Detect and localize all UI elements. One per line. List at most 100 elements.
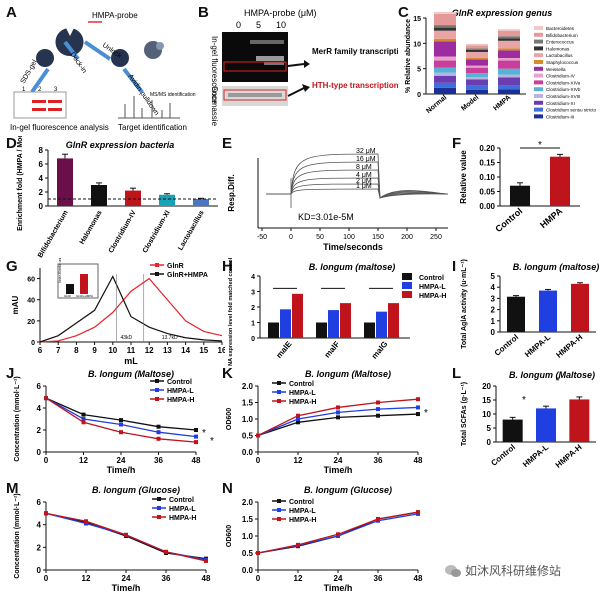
y-tick-label: 0	[31, 340, 35, 347]
lane-num: 1	[22, 87, 26, 93]
bar	[569, 399, 590, 442]
y-tick-label: 20	[482, 382, 491, 391]
ms-spectrum: MS/MS identification	[118, 92, 196, 119]
y-tick-label: 10	[482, 410, 491, 419]
panel-h-chart: B. longum (maltose) 0 1 2 3 4 mRNA expression …	[228, 258, 446, 366]
sensorgram-curve	[266, 188, 449, 199]
legend-marker	[157, 497, 161, 501]
category-label: HMPA-L	[523, 333, 552, 360]
stacked-bar-segment	[434, 75, 456, 83]
category-label: Clostridium-XI	[142, 209, 172, 254]
stacked-bar-segment	[434, 72, 456, 76]
caption-target: Target identification	[118, 123, 187, 132]
side-label-coomassie: Coomassie	[210, 86, 219, 127]
category-label: Halomonas	[79, 209, 104, 245]
panel-a-schematic: HMPA-probe Dock-in Unlock SDS-gel Avidin…	[10, 11, 196, 132]
bar	[539, 290, 557, 332]
bar	[340, 303, 351, 338]
panel-l-chart: B. longum (Maltose) 0 5 10 15 20 Total SCFAs (…	[461, 370, 596, 470]
y-axis-label: Concentration (mmol·L⁻¹)	[14, 493, 21, 578]
y-axis-label: OD600	[226, 408, 233, 430]
inset-category: GlnR+HMPA	[76, 294, 93, 298]
cell-icon-left	[36, 49, 54, 67]
legend-label: HMPA-H	[289, 399, 316, 406]
x-tick-label: 12	[294, 574, 303, 583]
panel-g-chart: 0 20 40 60 mAU 6 7 8 9 10 11 12 13 14 15 16 mL 43kD 13.7kD…	[11, 258, 225, 366]
category-label: HMPA-L	[521, 443, 550, 470]
legend-swatch	[534, 39, 543, 44]
x-tick-label: 0	[44, 574, 49, 583]
stacked-bar-segment	[434, 56, 456, 61]
y-tick-label: 0.0	[242, 566, 254, 575]
panel-label-i: I	[452, 258, 457, 275]
legend-label: Halomonas	[546, 46, 570, 51]
data-point	[376, 400, 380, 405]
x-tick-label: 24	[334, 574, 343, 583]
legend-label: Clostridium sensu stricto	[546, 108, 596, 113]
highlight-box-fluor	[223, 61, 287, 72]
stacked-bar-segment	[466, 59, 488, 66]
data-point	[156, 424, 161, 429]
y-tick-label: 0.20	[479, 144, 495, 153]
data-point	[84, 521, 88, 526]
x-tick-label: 36	[162, 574, 171, 583]
y-tick-label: 0	[251, 336, 255, 343]
panel-label-a: A	[6, 4, 17, 21]
y-tick-label: 0.5	[242, 549, 254, 558]
ms-label: MS/MS identification	[150, 92, 196, 98]
legend-marker	[157, 515, 161, 519]
legend-label: HMPA-H	[289, 517, 316, 524]
y-tick-label: 15	[413, 16, 421, 23]
x-tick-label: 36	[374, 456, 383, 465]
legend-swatch	[534, 114, 543, 119]
legend-label: HMPA-H	[419, 293, 446, 300]
y-axis-label: Total SCFAs (g·L⁻¹)	[461, 382, 468, 446]
category-label: HMPA-H	[554, 332, 584, 359]
arrow-icon	[287, 63, 305, 67]
y-tick-label: 0	[487, 438, 492, 447]
data-point	[84, 519, 88, 524]
y-tick-label: 0.05	[479, 188, 495, 197]
legend-marker	[155, 272, 159, 276]
legend-label: HMPA-H	[169, 515, 196, 522]
y-tick-label: 5	[487, 424, 492, 433]
concentration-label: 16 μM	[356, 156, 376, 163]
category-label: Control	[489, 443, 517, 468]
stacked-bar-segment	[498, 77, 520, 86]
y-tick-label: 0.15	[479, 159, 495, 168]
stacked-bar-segment	[498, 58, 520, 61]
concentration-label: 2 μM	[356, 178, 372, 185]
x-tick-label: 50	[316, 234, 324, 241]
y-tick-label: 1.5	[242, 399, 254, 408]
x-tick-label: 48	[414, 574, 423, 583]
y-tick-label: 2	[39, 188, 44, 197]
x-tick-label: 48	[202, 574, 211, 583]
bar	[550, 156, 570, 206]
y-axis-label: mRNA expression level fold matched contr…	[228, 258, 234, 366]
legend-swatch	[534, 26, 543, 30]
y-tick-label: 2	[491, 306, 496, 315]
stacked-bar-segment	[498, 29, 520, 31]
data-point	[194, 434, 198, 439]
inset-ylabel: Inner-Kinetic units	[58, 258, 62, 283]
bar	[159, 194, 175, 206]
marker-label: 43kD	[120, 335, 132, 341]
legend-label: Weissella	[546, 67, 566, 72]
legend-label: HMPA-L	[419, 284, 446, 291]
data-point	[44, 396, 48, 401]
panel-label-c: C	[398, 4, 409, 21]
gel-box: 1 2 3	[13, 87, 67, 119]
data-point	[376, 517, 380, 521]
x-tick-label: 11	[127, 346, 136, 355]
legend-marker	[155, 388, 159, 392]
x-tick-label: 6	[38, 346, 43, 355]
x-axis-label: Time/seconds	[323, 242, 383, 252]
data-point	[296, 417, 300, 421]
panel-label-l: L	[452, 365, 462, 382]
data-point	[256, 551, 260, 555]
watermark-text: 如沐风科研维修站	[465, 564, 562, 578]
x-tick-label: 12	[294, 456, 303, 465]
data-point	[156, 430, 161, 435]
chart-title: B. longum (maltose)	[513, 262, 600, 272]
data-point	[124, 532, 128, 537]
